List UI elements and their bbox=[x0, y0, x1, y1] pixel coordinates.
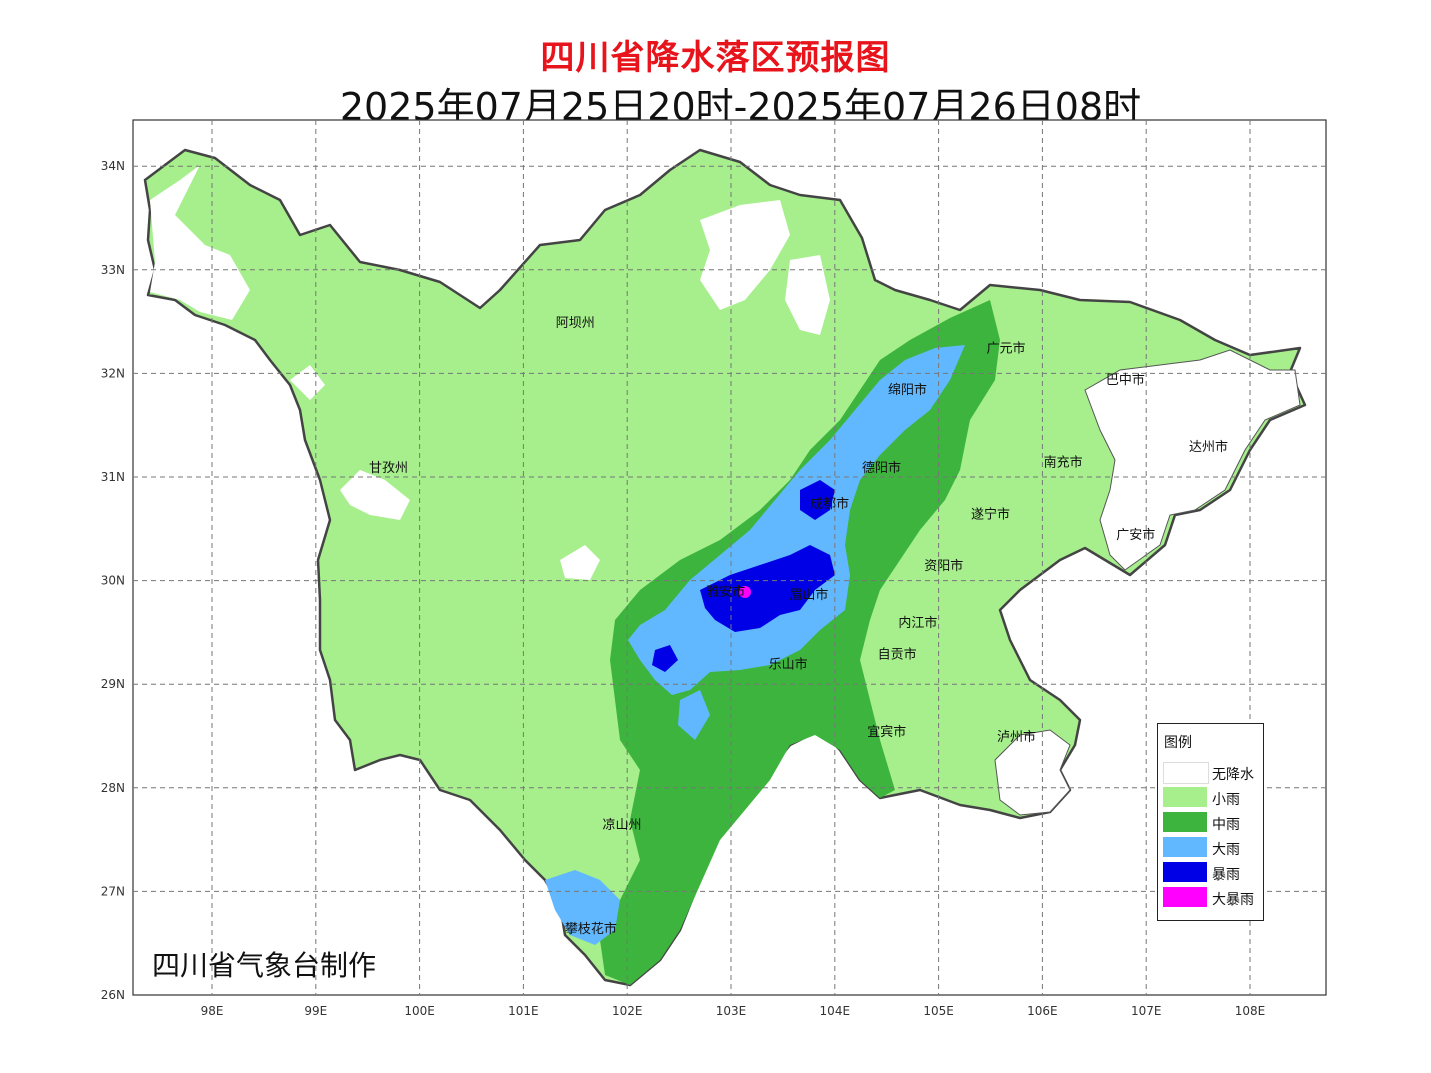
lon-tick-label: 98E bbox=[201, 1004, 224, 1018]
legend-item: 中雨 bbox=[1163, 812, 1261, 834]
legend-item: 大暴雨 bbox=[1163, 887, 1261, 909]
legend-swatch bbox=[1163, 787, 1207, 807]
lat-tick-label: 31N bbox=[101, 470, 125, 484]
legend-item: 暴雨 bbox=[1163, 862, 1261, 884]
legend: 图例 无降水 小雨 中雨 大雨 暴雨 大暴雨 bbox=[1157, 723, 1264, 921]
lon-tick-label: 108E bbox=[1235, 1004, 1266, 1018]
rainstorm-core-ya-an bbox=[652, 645, 678, 672]
credit-text: 四川省气象台制作 bbox=[152, 949, 377, 982]
no-rain-northwest bbox=[150, 165, 250, 320]
lon-tick-label: 99E bbox=[304, 1004, 327, 1018]
city-label: 内江市 bbox=[898, 615, 937, 631]
lat-tick-label: 34N bbox=[101, 159, 125, 173]
legend-label: 无降水 bbox=[1212, 767, 1254, 783]
city-label: 广元市 bbox=[987, 341, 1026, 357]
city-label: 德阳市 bbox=[862, 460, 901, 476]
no-rain-east bbox=[1084, 349, 1301, 571]
legend-label: 中雨 bbox=[1212, 817, 1240, 833]
lat-tick-label: 32N bbox=[101, 366, 125, 380]
legend-item: 小雨 bbox=[1163, 787, 1261, 809]
axis-ticks: 98E 99E 100E 101E 102E 103E 104E 105E 106E 107E 10… bbox=[101, 159, 1266, 1018]
no-rain-north2 bbox=[785, 255, 830, 335]
city-label: 阿坝州 bbox=[556, 316, 595, 331]
lon-tick-label: 104E bbox=[820, 1004, 851, 1018]
no-rain-spot bbox=[560, 545, 600, 580]
legend-swatch bbox=[1163, 862, 1207, 882]
city-label: 遂宁市 bbox=[971, 506, 1010, 522]
legend-swatch bbox=[1163, 887, 1207, 907]
city-label: 眉山市 bbox=[789, 587, 828, 603]
lat-tick-label: 26N bbox=[101, 988, 125, 1002]
no-rain-north bbox=[700, 200, 790, 310]
city-label: 资阳市 bbox=[924, 558, 963, 574]
lat-tick-label: 33N bbox=[101, 263, 125, 277]
lat-tick-label: 28N bbox=[101, 781, 125, 795]
legend-item: 无降水 bbox=[1163, 762, 1261, 784]
rainstorm-core-chengdu bbox=[800, 480, 835, 520]
city-label: 巴中市 bbox=[1106, 372, 1145, 388]
city-label: 宜宾市 bbox=[867, 724, 906, 740]
lat-tick-label: 27N bbox=[101, 884, 125, 898]
lon-tick-label: 100E bbox=[404, 1004, 435, 1018]
map-title: 四川省降水落区预报图 bbox=[540, 38, 891, 78]
rainstorm-core-main bbox=[700, 545, 835, 632]
grid-lines bbox=[133, 120, 1326, 995]
extreme-rainstorm-spot bbox=[739, 586, 751, 598]
lon-tick-label: 106E bbox=[1027, 1004, 1058, 1018]
legend-swatch bbox=[1163, 812, 1207, 832]
lon-tick-label: 103E bbox=[716, 1004, 747, 1018]
city-label: 达州市 bbox=[1189, 439, 1228, 455]
city-label: 自贡市 bbox=[878, 646, 917, 662]
city-label: 攀枝花市 bbox=[565, 921, 617, 937]
no-rain-southeast bbox=[994, 729, 1071, 816]
no-rain-ganzi bbox=[340, 470, 410, 520]
heavy-rain-southwest bbox=[545, 870, 620, 945]
city-label: 南充市 bbox=[1044, 455, 1083, 471]
legend-item: 大雨 bbox=[1163, 837, 1261, 859]
lon-tick-label: 107E bbox=[1131, 1004, 1162, 1018]
city-label: 绵阳市 bbox=[888, 382, 927, 398]
legend-label: 大雨 bbox=[1212, 842, 1240, 858]
legend-swatch bbox=[1163, 837, 1207, 857]
legend-title: 图例 bbox=[1164, 735, 1192, 751]
legend-label: 小雨 bbox=[1212, 792, 1240, 808]
lat-tick-label: 29N bbox=[101, 677, 125, 691]
legend-label: 暴雨 bbox=[1212, 867, 1240, 883]
city-label: 凉山州 bbox=[603, 818, 642, 833]
lat-tick-label: 30N bbox=[101, 574, 125, 588]
lon-tick-label: 102E bbox=[612, 1004, 643, 1018]
city-label: 乐山市 bbox=[769, 657, 808, 673]
heavy-rain-south bbox=[678, 690, 710, 740]
legend-swatch bbox=[1163, 762, 1209, 784]
legend-label: 大暴雨 bbox=[1212, 892, 1254, 908]
city-label: 广安市 bbox=[1116, 527, 1155, 543]
city-label: 泸州市 bbox=[997, 729, 1036, 745]
lon-tick-label: 101E bbox=[508, 1004, 539, 1018]
city-label: 雅安市 bbox=[706, 584, 745, 600]
city-label: 成都市 bbox=[810, 496, 849, 512]
lon-tick-label: 105E bbox=[923, 1004, 954, 1018]
city-label: 甘孜州 bbox=[369, 461, 408, 476]
